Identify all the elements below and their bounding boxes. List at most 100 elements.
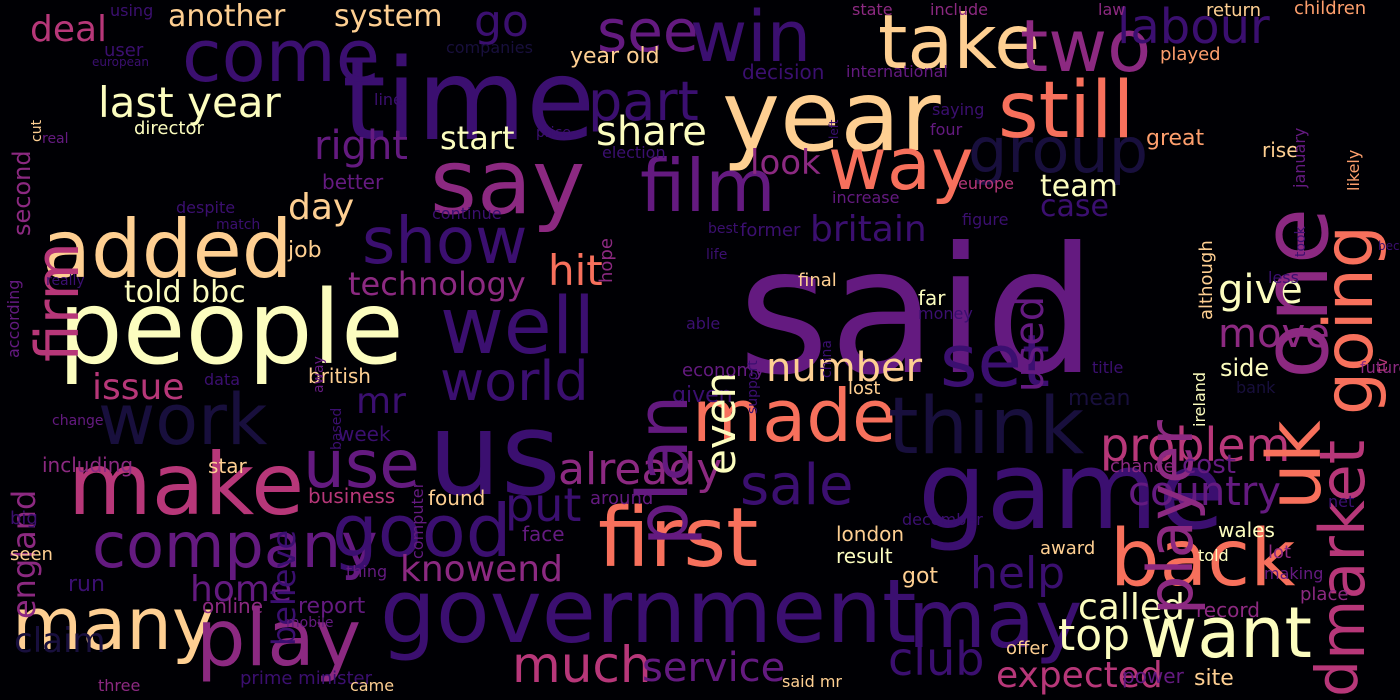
word-wales: wales: [1218, 518, 1275, 542]
word-around: around: [590, 488, 654, 509]
word-go: go: [474, 0, 529, 47]
word-group: group: [968, 114, 1149, 187]
word-london: london: [836, 522, 905, 546]
word-award: award: [1040, 538, 1096, 559]
word-start: start: [440, 119, 515, 157]
word-use: use: [303, 426, 420, 503]
word-run: online: [202, 594, 264, 618]
word-team: team: [1040, 169, 1118, 204]
word-december: tv: [1375, 358, 1391, 372]
word-director: director: [134, 118, 204, 139]
word-look: look: [750, 143, 821, 183]
word-make: make: [68, 435, 305, 535]
word-net: december: [902, 510, 983, 529]
word-price: price: [536, 125, 571, 141]
word-face: face: [522, 522, 565, 546]
word-former: former: [740, 220, 801, 241]
word-second: second: [8, 150, 36, 236]
word-called: called: [1078, 587, 1185, 628]
word-set: set: [940, 319, 1051, 403]
word-right: right: [314, 123, 408, 169]
word-user: user: [104, 40, 144, 61]
word-win: win: [690, 0, 812, 78]
word-told-bbc: told bbc: [124, 275, 246, 310]
word-power: making: [1264, 564, 1324, 583]
word-line: line: [374, 90, 403, 109]
word-good: good: [332, 489, 512, 573]
word-labour: labour: [1117, 0, 1270, 55]
word-future: less: [1268, 268, 1299, 287]
word-able: able: [686, 314, 721, 333]
word-europe: europe: [958, 174, 1014, 193]
word-issue: issue: [92, 367, 185, 408]
word-ireland: ireland: [1190, 371, 1209, 427]
word-change: run: [68, 572, 105, 597]
word-people: people: [58, 269, 404, 388]
word-told: big: [10, 508, 38, 529]
word-said: said: [738, 211, 1097, 414]
word-back: back: [1110, 514, 1296, 604]
word-help: help: [970, 548, 1066, 599]
word-already: already: [558, 444, 723, 495]
word-prime-minister: said mr: [782, 672, 842, 691]
word-system: system: [334, 0, 443, 34]
word-public: economy: [682, 360, 765, 381]
word-based: seen: [10, 544, 53, 565]
word-big: future: [1360, 358, 1400, 377]
word-case: case: [1040, 189, 1109, 224]
word-market: market: [1306, 439, 1379, 660]
word-including: including: [42, 453, 134, 477]
word-deal: deal: [30, 9, 108, 50]
word-move: move: [1218, 311, 1330, 357]
word-even: even: [696, 371, 745, 475]
word-although: although: [1196, 240, 1217, 320]
word-offer: power: [1122, 664, 1184, 688]
word-problem: problem: [1100, 418, 1291, 472]
word-year-old: year old: [570, 44, 660, 69]
word-last-year: last year: [98, 78, 281, 127]
word-way: way: [828, 122, 974, 206]
word-work: work: [98, 379, 268, 461]
word-made: made: [692, 374, 897, 458]
word-support: support: [745, 360, 761, 414]
word-much: much: [512, 636, 652, 694]
word-many: many: [12, 582, 215, 666]
word-hope: hope: [596, 238, 617, 283]
word-number: number: [766, 345, 923, 391]
word-year: year: [722, 60, 941, 174]
word-us: us: [428, 388, 561, 522]
word-show: show: [362, 205, 528, 279]
word-title: title: [1092, 358, 1124, 377]
word-far: far: [918, 286, 946, 310]
word-despite: despite: [176, 198, 236, 217]
word-election: election: [602, 143, 666, 162]
word-say: say: [430, 130, 586, 235]
word-well: well: [440, 282, 596, 372]
word-claim: prime minister: [240, 668, 373, 689]
word-club: club: [888, 632, 985, 686]
word-played: played: [1160, 44, 1221, 65]
word-record: record: [1196, 598, 1260, 622]
word-part: part: [588, 70, 699, 133]
word-economy: lost: [848, 378, 881, 399]
word-away: based: [329, 407, 345, 450]
word-data: change: [52, 413, 104, 429]
word-top: top: [1058, 610, 1131, 661]
word-mr: mr: [356, 381, 406, 422]
word-bank: bank: [1236, 378, 1276, 397]
word-service: service: [642, 645, 786, 691]
word-money: money: [918, 304, 973, 323]
word-used: used: [1007, 295, 1053, 392]
word-side: side: [1220, 354, 1270, 382]
word-government: government: [380, 560, 917, 663]
word-come: come: [182, 14, 381, 98]
word-law: law: [1098, 0, 1126, 19]
word-play: play: [196, 594, 362, 684]
word-added: added: [42, 203, 293, 296]
word-computer: computer: [408, 481, 427, 559]
word-share: share: [596, 109, 707, 155]
word-job: job: [288, 238, 322, 263]
word-time: time: [342, 36, 596, 166]
word-british: british: [308, 364, 371, 388]
